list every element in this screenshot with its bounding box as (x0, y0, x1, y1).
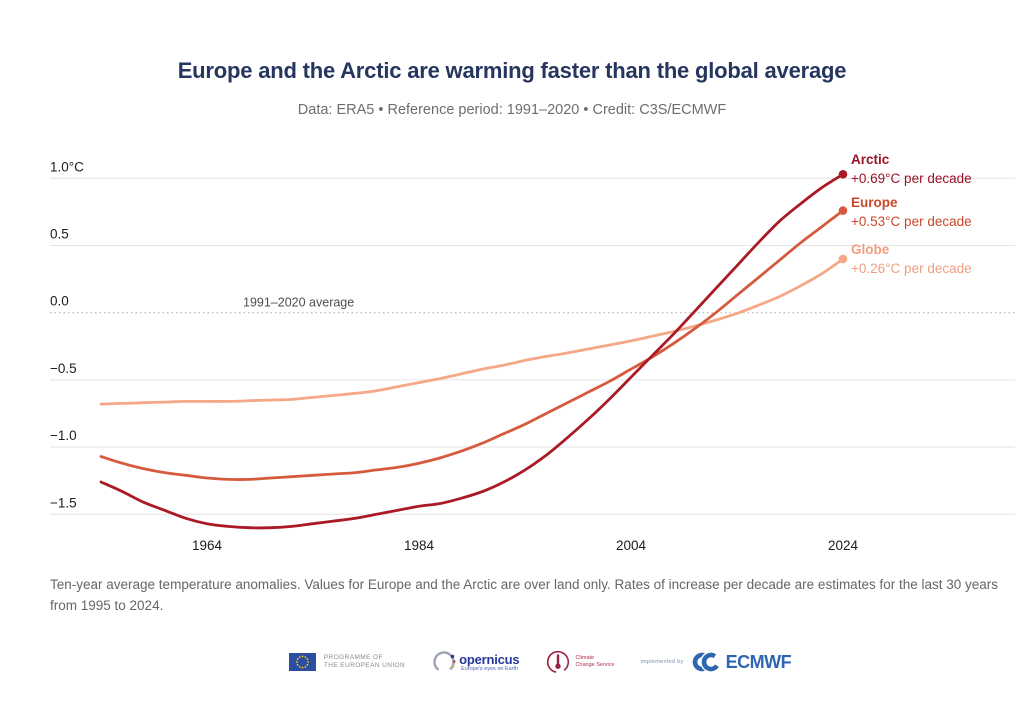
eu-programme-text: PROGRAMME OF THE EUROPEAN UNION (324, 654, 405, 670)
ecmwf-logo: implemented by ECMWF (641, 651, 792, 673)
chart: 1.0°C 0.5 0.0 −0.5 −1.0 −1.5 1991–2020 average… (50, 159, 1015, 553)
copernicus-icon (433, 651, 456, 673)
legend-europe-rate: +0.53°C per decade (851, 214, 972, 229)
footnote: Ten-year average temperature anomalies. … (50, 577, 999, 613)
legend-globe-name: Globe (851, 242, 890, 257)
copernicus-logo: opernicus Europe's eyes on Earth (431, 648, 520, 676)
x-tick-label-1964: 1964 (192, 538, 223, 553)
eu-flag-star (296, 658, 299, 661)
y-tick-label: −0.5 (50, 361, 77, 376)
y-tick-label: −1.5 (50, 495, 77, 510)
legend-europe: Europe +0.53°C per decade (851, 193, 972, 231)
series-line-arctic (99, 172, 845, 530)
footer-logos: PROGRAMME OF THE EUROPEAN UNION opernicu… (28, 648, 1024, 676)
eu-flag-star (301, 655, 304, 658)
series-end-dot-europe (838, 206, 848, 215)
x-tick-label-1984: 1984 (404, 538, 435, 553)
eu-flag-star (306, 663, 309, 666)
eu-flag-star (307, 661, 309, 663)
chart-title: Europe and the Arctic are warming faster… (177, 58, 847, 83)
eu-flag-star (298, 665, 301, 668)
eu-flag-star (306, 658, 309, 661)
copernicus-text-block: opernicus Europe's eyes on Earth (459, 652, 520, 672)
eu-flag-star (304, 656, 307, 659)
eu-flag-star (295, 661, 298, 663)
implemented-by-label: implemented by (640, 659, 684, 665)
eu-flag-star (304, 665, 307, 668)
c3s-icon (547, 650, 570, 674)
eu-programme-logo: PROGRAMME OF THE EUROPEAN UNION (288, 653, 405, 671)
eu-flag-icon (288, 653, 316, 671)
eu-flag-star (298, 656, 301, 659)
series-line-globe (99, 257, 845, 406)
c3s-logo: Climate Change Service (545, 649, 615, 675)
copernicus-wordmark: opernicus (459, 652, 520, 667)
c3s-text-block: Climate Change Service (575, 655, 614, 669)
legend-arctic: Arctic +0.69°C per decade (851, 150, 972, 188)
c3s-line1: Climate (575, 655, 595, 661)
y-tick-label: 0.0 (50, 294, 69, 309)
series-end-dot-arctic (838, 169, 848, 179)
copernicus-tagline: Europe's eyes on Earth (461, 666, 519, 672)
x-tick-label-2024: 2024 (828, 538, 859, 553)
eu-flag-star (301, 666, 304, 669)
legend-europe-name: Europe (851, 195, 898, 210)
series-end-dot-globe (838, 254, 848, 264)
zero-line-annotation: 1991–2020 average (243, 296, 354, 310)
eu-flag-star (296, 663, 299, 666)
y-tick-label: 1.0°C (50, 159, 84, 174)
ecmwf-wordmark: ECMWF (725, 651, 792, 672)
ecmwf-icon (692, 651, 722, 673)
series-line-europe (99, 209, 845, 481)
eu-programme-line2: THE EUROPEAN UNION (323, 662, 406, 669)
legend-arctic-rate: +0.69°C per decade (851, 171, 972, 186)
legend-globe-rate: +0.26°C per decade (851, 261, 972, 276)
y-tick-label: −1.0 (50, 428, 77, 443)
legend-globe: Globe +0.26°C per decade (851, 240, 972, 278)
y-tick-label: 0.5 (50, 227, 69, 242)
x-tick-label-2004: 2004 (616, 538, 647, 553)
legend-arctic-name: Arctic (851, 152, 890, 167)
c3s-line2: Change Service (575, 662, 615, 668)
chart-subtitle: Data: ERA5 • Reference period: 1991–2020… (297, 102, 727, 118)
eu-programme-line1: PROGRAMME OF (323, 654, 383, 661)
